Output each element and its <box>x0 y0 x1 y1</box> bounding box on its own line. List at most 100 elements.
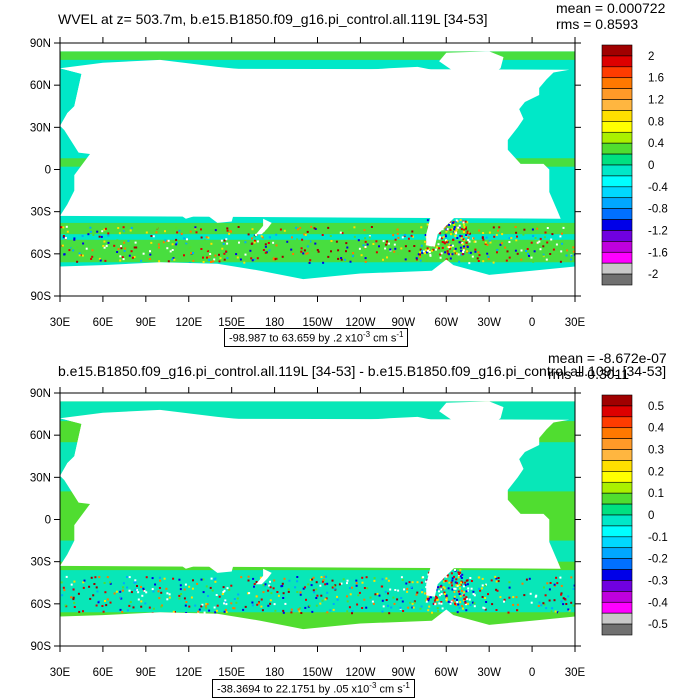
field-speckle <box>468 240 471 243</box>
field-speckle <box>438 590 440 593</box>
field-speckle <box>311 578 314 581</box>
field-speckle <box>440 593 443 595</box>
field-speckle <box>213 578 216 581</box>
field-speckle <box>450 233 452 236</box>
field-speckle <box>369 596 372 599</box>
field-speckle <box>260 605 263 608</box>
x-tick-label: 60E <box>93 667 114 679</box>
field-speckle <box>275 257 278 260</box>
field-speckle <box>291 236 293 239</box>
field-speckle <box>149 253 152 256</box>
field-speckle <box>449 228 452 231</box>
colorbar-box <box>601 394 633 407</box>
field-speckle <box>407 237 410 240</box>
field-speckle <box>485 236 488 239</box>
field-speckle <box>375 240 378 243</box>
field-speckle <box>73 606 76 608</box>
field-speckle <box>508 581 511 584</box>
land-arctic <box>60 393 575 402</box>
field-speckle <box>215 609 218 612</box>
colorbar-box <box>601 612 633 625</box>
field-speckle <box>364 260 367 263</box>
field-speckle <box>184 604 187 607</box>
field-speckle <box>61 594 64 597</box>
field-speckle <box>250 257 253 260</box>
field-speckle <box>394 247 397 250</box>
field-speckle <box>456 584 459 587</box>
field-speckle <box>556 582 559 585</box>
field-speckle <box>222 242 225 245</box>
field-speckle <box>462 221 465 224</box>
field-speckle <box>357 239 360 242</box>
field-speckle <box>232 607 235 610</box>
field-speckle <box>255 233 257 236</box>
field-speckle <box>230 584 233 587</box>
colorbar-label: 2 <box>648 51 654 63</box>
field-speckle <box>463 247 466 250</box>
field-speckle <box>515 596 518 599</box>
land-new-zealand <box>256 218 272 235</box>
field-speckle <box>445 230 448 233</box>
field-speckle <box>381 585 384 588</box>
field-speckle <box>264 583 267 586</box>
field-speckle <box>484 608 487 611</box>
field-speckle <box>368 235 371 238</box>
field-speckle <box>470 580 473 582</box>
x-tick-label: 30E <box>565 317 586 329</box>
field-speckle <box>332 603 335 605</box>
field-speckle <box>486 244 489 246</box>
field-speckle <box>237 593 240 596</box>
field-speckle <box>542 245 545 248</box>
field-speckle <box>228 588 231 591</box>
colorbar-box <box>601 623 633 636</box>
field-speckle <box>482 606 485 609</box>
top-mean-label: mean = 0.000722 <box>556 0 666 16</box>
field-speckle <box>426 597 429 600</box>
field-speckle <box>437 243 440 246</box>
field-speckle <box>319 602 322 605</box>
field-speckle <box>457 603 460 606</box>
field-speckle <box>305 252 308 255</box>
field-speckle <box>179 588 182 591</box>
field-speckle <box>459 595 462 598</box>
field-speckle <box>451 228 453 231</box>
field-speckle <box>326 611 329 614</box>
field-speckle <box>436 599 439 602</box>
field-speckle <box>185 601 188 603</box>
land-south-america <box>416 152 482 247</box>
field-speckle <box>521 582 524 585</box>
field-speckle <box>421 591 424 594</box>
field-speckle <box>249 249 252 252</box>
field-speckle <box>230 230 232 233</box>
field-speckle <box>493 235 496 238</box>
field-speckle <box>419 248 422 251</box>
field-speckle <box>554 610 557 613</box>
field-speckle <box>118 232 121 235</box>
colorbar-box <box>601 580 633 592</box>
field-speckle <box>543 586 545 589</box>
field-speckle <box>60 581 63 584</box>
field-speckle <box>274 609 277 612</box>
field-speckle <box>415 258 418 261</box>
field-speckle <box>400 597 403 599</box>
field-speckle <box>363 229 366 232</box>
field-speckle <box>326 591 329 594</box>
field-speckle <box>412 235 414 238</box>
field-speckle <box>374 593 377 596</box>
field-speckle <box>121 589 124 592</box>
field-speckle <box>264 251 267 254</box>
field-speckle <box>462 594 465 597</box>
field-speckle <box>197 610 200 613</box>
field-speckle <box>152 590 155 593</box>
field-speckle <box>140 605 143 608</box>
field-speckle <box>363 587 366 589</box>
field-speckle <box>516 603 519 606</box>
colorbar-label: 0 <box>648 510 654 522</box>
field-speckle <box>349 593 352 596</box>
field-speckle <box>459 569 462 572</box>
field-speckle <box>466 232 469 235</box>
field-speckle <box>348 606 351 609</box>
field-speckle <box>386 240 388 243</box>
field-speckle <box>410 234 413 237</box>
field-speckle <box>117 254 120 257</box>
